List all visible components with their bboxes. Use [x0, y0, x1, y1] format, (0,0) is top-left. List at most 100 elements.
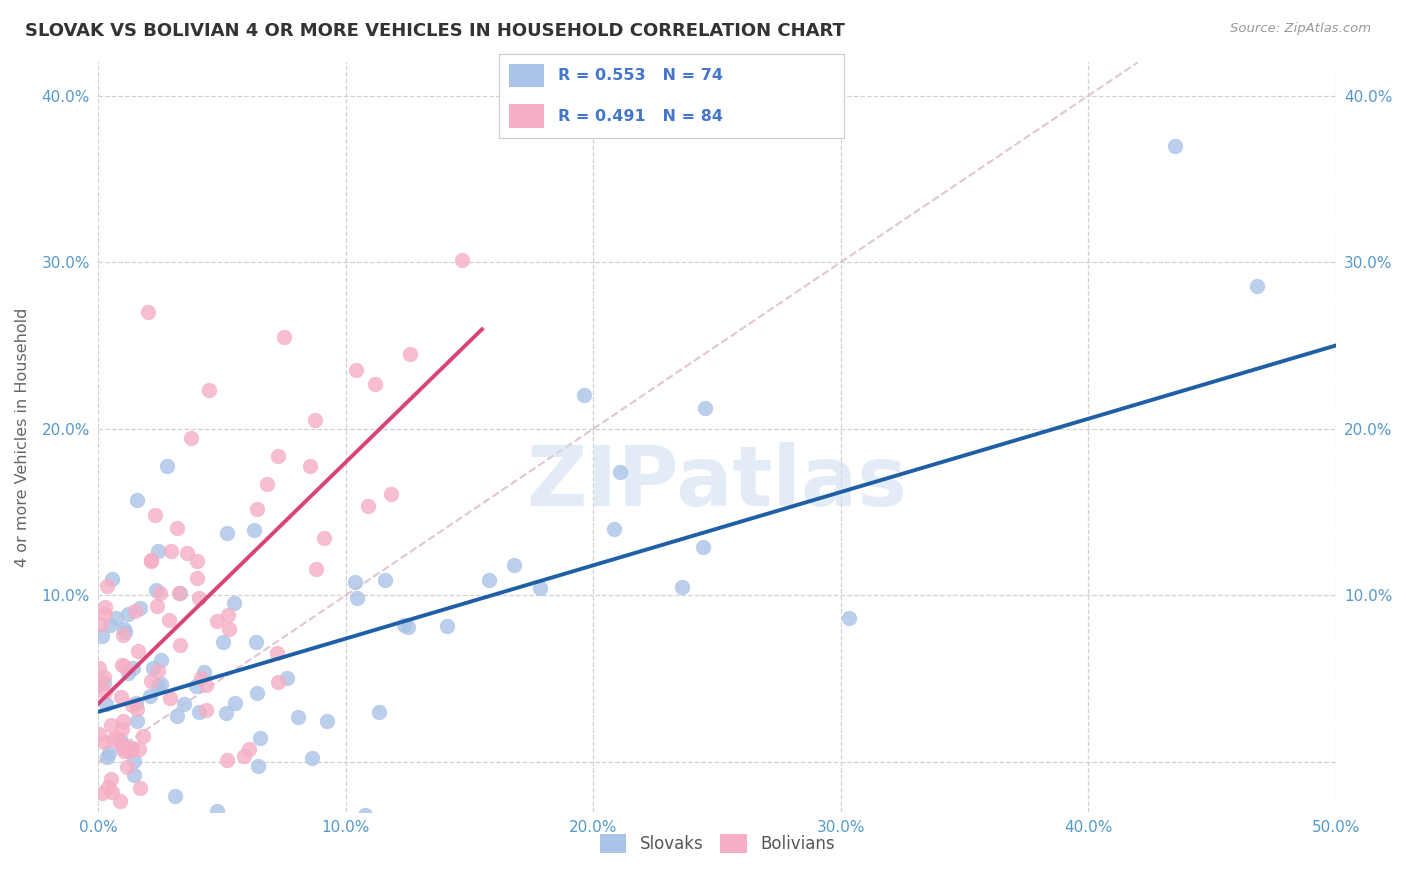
Point	[380, 487, 402, 501]
Point	[205, 804, 228, 818]
Point	[125, 492, 148, 507]
Point	[180, 432, 202, 446]
Point	[276, 671, 298, 685]
Point	[93, 685, 115, 699]
Point	[218, 622, 240, 636]
Point	[101, 731, 124, 746]
Point	[101, 573, 124, 587]
Point	[143, 508, 166, 523]
Point	[120, 741, 142, 756]
Point	[212, 635, 235, 649]
Point	[477, 574, 499, 588]
Point	[105, 611, 128, 625]
Point	[364, 376, 387, 391]
Point	[186, 554, 208, 568]
Point	[692, 541, 714, 555]
Point	[222, 596, 245, 610]
Bar	[509, 104, 544, 128]
Point	[89, 727, 111, 741]
Point	[96, 749, 118, 764]
Point	[93, 676, 115, 690]
Point	[110, 690, 132, 704]
Point	[139, 553, 162, 567]
Point	[173, 830, 195, 845]
Point	[125, 714, 148, 728]
Point	[97, 780, 120, 794]
Point	[152, 815, 174, 830]
Point	[111, 722, 134, 736]
Point	[299, 458, 322, 473]
Point	[112, 743, 135, 757]
Point	[110, 734, 132, 748]
Point	[249, 731, 271, 745]
Point	[155, 458, 177, 473]
Point	[139, 553, 162, 567]
Point	[396, 620, 419, 634]
Point	[207, 615, 229, 629]
Point	[108, 794, 131, 808]
Point	[122, 768, 145, 782]
Point	[245, 686, 267, 700]
Point	[89, 661, 111, 675]
Point	[128, 742, 150, 756]
Point	[94, 599, 117, 614]
Point	[695, 401, 717, 415]
Point	[374, 573, 396, 587]
Point	[101, 785, 124, 799]
Point	[609, 465, 631, 479]
Point	[111, 628, 134, 642]
Point	[312, 531, 335, 545]
Point	[273, 330, 295, 344]
Point	[87, 678, 110, 692]
Point	[217, 525, 239, 540]
Point	[128, 780, 150, 795]
Point	[315, 714, 337, 728]
Point	[215, 753, 238, 767]
Point	[166, 521, 188, 535]
Point	[100, 718, 122, 732]
Point	[157, 614, 180, 628]
Point	[156, 861, 179, 875]
Point	[150, 653, 173, 667]
Point	[121, 740, 143, 755]
Point	[96, 697, 118, 711]
Text: R = 0.553   N = 74: R = 0.553 N = 74	[558, 68, 723, 83]
Point	[139, 689, 162, 703]
Point	[503, 558, 526, 572]
Point	[602, 522, 624, 536]
Point	[96, 579, 118, 593]
Point	[190, 671, 212, 685]
Point	[574, 388, 596, 402]
Point	[392, 617, 415, 632]
Point	[125, 696, 148, 710]
Point	[529, 581, 551, 595]
Point	[98, 617, 121, 632]
Point	[111, 738, 134, 752]
Point	[111, 714, 134, 728]
Point	[141, 673, 163, 688]
Text: ZIPatlas: ZIPatlas	[527, 442, 907, 523]
Point	[148, 665, 170, 679]
Point	[103, 876, 125, 890]
Point	[193, 665, 215, 680]
Point	[117, 607, 139, 621]
Point	[450, 252, 472, 267]
Point	[146, 544, 169, 558]
Point	[117, 665, 139, 680]
Point	[169, 586, 191, 600]
Point	[671, 581, 693, 595]
Point	[195, 678, 218, 692]
Point	[125, 702, 148, 716]
Point	[173, 697, 195, 711]
Point	[146, 599, 169, 613]
Point	[127, 644, 149, 658]
Point	[93, 735, 115, 749]
Point	[122, 754, 145, 768]
Point	[115, 760, 138, 774]
Point	[287, 710, 309, 724]
Point	[124, 604, 146, 618]
Point	[128, 600, 150, 615]
Point	[301, 751, 323, 765]
Point	[122, 661, 145, 675]
Point	[245, 634, 267, 648]
